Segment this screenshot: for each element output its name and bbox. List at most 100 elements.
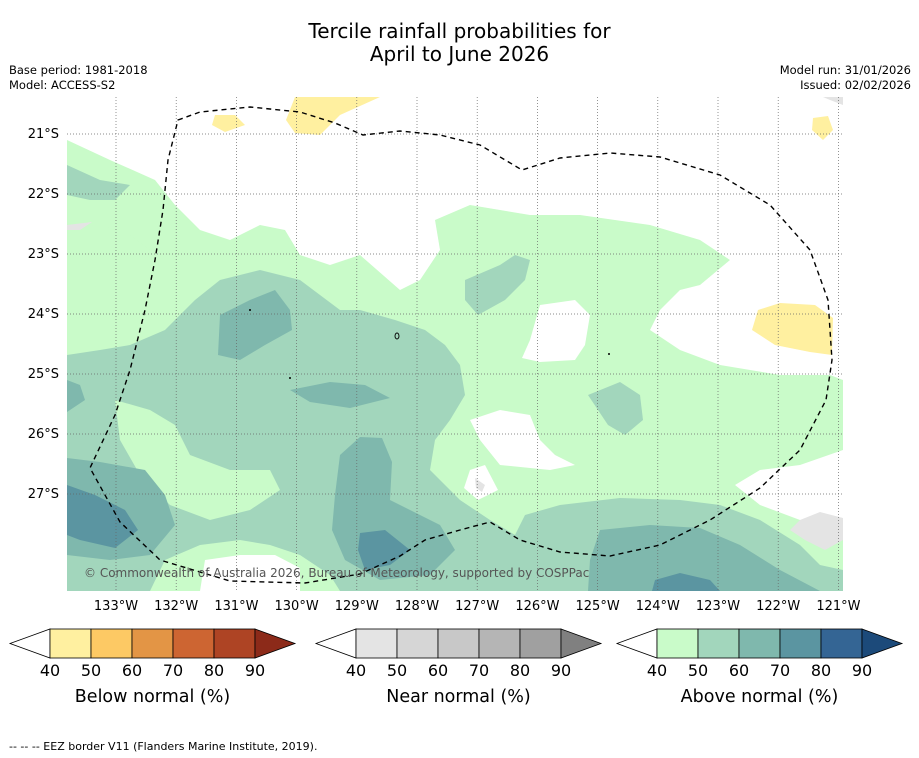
model-run: Model run: 31/01/2026 bbox=[779, 63, 911, 77]
model-name: Model: ACCESS-S2 bbox=[9, 78, 116, 92]
island-mark-2 bbox=[289, 377, 291, 379]
meta-left: Base period: 1981-2018 Model: ACCESS-S2 bbox=[9, 63, 148, 93]
colorbar-swatch bbox=[779, 628, 822, 659]
colorbar-swatch bbox=[90, 628, 133, 659]
colorbar-swatch bbox=[519, 628, 562, 659]
island-mark-3 bbox=[608, 353, 610, 355]
colorbar-tick: 50 bbox=[387, 661, 407, 680]
colorbar-tick: 90 bbox=[852, 661, 872, 680]
above-80-region bbox=[67, 485, 138, 548]
below-50-patch-2 bbox=[212, 115, 245, 132]
above-60-region-3 bbox=[588, 382, 643, 435]
lon-label: 128°W bbox=[395, 599, 439, 614]
lon-label: 124°W bbox=[636, 599, 680, 614]
lat-label: 22°S bbox=[28, 187, 59, 202]
island-mark-1 bbox=[394, 332, 400, 340]
colorbar-swatch bbox=[172, 628, 215, 659]
colorbar-tick: 60 bbox=[122, 661, 142, 680]
colorbar-swatch bbox=[820, 628, 863, 659]
neutral-hole-2 bbox=[470, 410, 575, 470]
colorbar-tick: 60 bbox=[428, 661, 448, 680]
lat-label: 21°S bbox=[28, 127, 59, 142]
colorbar-swatch bbox=[738, 628, 781, 659]
near-40-patch-2 bbox=[823, 97, 843, 105]
island-mark-4 bbox=[249, 309, 251, 311]
lat-label: 27°S bbox=[28, 487, 59, 502]
above-60-region-2 bbox=[465, 255, 530, 315]
colorbars: 40 50 60 70 80 90 Below normal (%) 40 50 60 70 80 90… bbox=[8, 628, 904, 707]
neutral-hole-1 bbox=[522, 300, 590, 362]
lon-label: 133°W bbox=[94, 599, 138, 614]
colorbar-tick: 90 bbox=[245, 661, 265, 680]
lon-label: 122°W bbox=[756, 599, 800, 614]
lon-label: 131°W bbox=[214, 599, 258, 614]
neutral-hole-4b bbox=[200, 555, 300, 591]
lon-label: 121°W bbox=[816, 599, 860, 614]
colorbar-swatch bbox=[478, 628, 521, 659]
above-80-region-3 bbox=[652, 573, 720, 591]
colorbar-title: Below normal (%) bbox=[75, 687, 230, 707]
above-70-region-6 bbox=[67, 380, 85, 412]
title-line-2: April to June 2026 bbox=[369, 42, 550, 66]
above-70-region-5 bbox=[290, 382, 390, 408]
colorbar-tick: 50 bbox=[688, 661, 708, 680]
lat-label: 24°S bbox=[28, 307, 59, 322]
lat-label: 23°S bbox=[28, 247, 59, 262]
colorbar-max-arrow bbox=[254, 628, 297, 659]
colorbar-swatch bbox=[355, 628, 398, 659]
colorbar-tick: 70 bbox=[469, 661, 489, 680]
colorbar-1: 40 50 60 70 80 90 Below normal (%) bbox=[8, 628, 297, 707]
gridlines bbox=[67, 97, 843, 591]
colorbar-tick: 90 bbox=[551, 661, 571, 680]
colorbar-title: Above normal (%) bbox=[681, 687, 839, 707]
near-40-patch-1 bbox=[790, 512, 843, 550]
colorbar-tick: 50 bbox=[81, 661, 101, 680]
below-50-patch-3 bbox=[752, 303, 833, 355]
colorbar-min-arrow bbox=[8, 628, 51, 659]
eez-footer-note: -- -- -- EEZ border V11 (Flanders Marine… bbox=[9, 740, 318, 753]
colorbar-min-arrow bbox=[314, 628, 357, 659]
probability-field bbox=[67, 97, 843, 591]
lon-label: 123°W bbox=[696, 599, 740, 614]
colorbar-min-arrow bbox=[615, 628, 658, 659]
title-line-1: Tercile rainfall probabilities for bbox=[308, 19, 611, 43]
above-80-region-2 bbox=[358, 530, 410, 570]
colorbar-swatch bbox=[437, 628, 480, 659]
above-60-left bbox=[67, 165, 130, 200]
base-period: Base period: 1981-2018 bbox=[9, 63, 148, 77]
lon-label: 132°W bbox=[154, 599, 198, 614]
lon-label: 125°W bbox=[576, 599, 620, 614]
colorbar-max-arrow bbox=[861, 628, 904, 659]
colorbar-2: 40 50 60 70 80 90 Near normal (%) bbox=[314, 628, 603, 707]
lat-label: 26°S bbox=[28, 427, 59, 442]
colorbar-tick: 40 bbox=[346, 661, 366, 680]
colorbar-swatch bbox=[656, 628, 699, 659]
colorbar-swatch bbox=[131, 628, 174, 659]
colorbar-tick: 40 bbox=[40, 661, 60, 680]
longitude-labels: 133°W 132°W 131°W 130°W 129°W 128°W 127°W 126°W… bbox=[94, 599, 861, 614]
colorbar-swatch bbox=[49, 628, 92, 659]
colorbar-tick: 40 bbox=[647, 661, 667, 680]
colorbar-tick: 80 bbox=[510, 661, 530, 680]
colorbar-tick: 70 bbox=[163, 661, 183, 680]
issued-date: Issued: 02/02/2026 bbox=[800, 78, 911, 92]
colorbar-max-arrow bbox=[560, 628, 603, 659]
latitude-labels: 21°S 22°S 23°S 24°S 25°S 26°S 27°S bbox=[28, 127, 59, 502]
colorbar-swatch bbox=[213, 628, 256, 659]
colorbar-tick: 70 bbox=[770, 661, 790, 680]
lat-label: 25°S bbox=[28, 367, 59, 382]
above-70-region-3 bbox=[588, 525, 820, 591]
colorbar-3: 40 50 60 70 80 90 Above normal (%) bbox=[615, 628, 904, 707]
lon-label: 130°W bbox=[275, 599, 319, 614]
above-60-region bbox=[67, 270, 843, 591]
near-40-patch-3 bbox=[67, 222, 92, 230]
meta-right: Model run: 31/01/2026 Issued: 02/02/2026 bbox=[780, 63, 911, 93]
colorbar-tick: 60 bbox=[729, 661, 749, 680]
colorbar-swatch bbox=[396, 628, 439, 659]
colorbar-tick: 80 bbox=[204, 661, 224, 680]
copyright-watermark: © Commonwealth of Australia 2026, Bureau… bbox=[84, 566, 589, 580]
lon-label: 127°W bbox=[455, 599, 499, 614]
lon-label: 129°W bbox=[335, 599, 379, 614]
colorbar-title: Near normal (%) bbox=[386, 687, 531, 707]
